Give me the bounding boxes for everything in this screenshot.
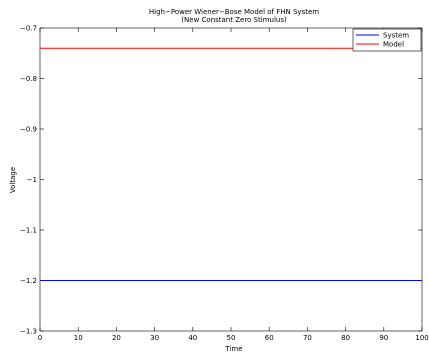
- y-tick-label: −1: [27, 176, 37, 184]
- chart-subtitle: (New Constant Zero Stimulus): [181, 16, 287, 24]
- x-tick-label: 10: [74, 334, 83, 342]
- y-tick-label: −1.2: [20, 277, 37, 285]
- y-tick-label: −0.9: [20, 126, 37, 134]
- y-tick-label: −1.1: [20, 227, 37, 235]
- chart-title: High−Power Wiener−Bose Model of FHN Syst…: [149, 8, 319, 16]
- legend-label-system: System: [383, 32, 409, 40]
- axes-box: [39, 27, 423, 332]
- x-tick-label: 40: [188, 334, 197, 342]
- x-tick-label: 80: [341, 334, 350, 342]
- y-tick-label: −1.3: [20, 328, 37, 336]
- x-tick-label: 70: [303, 334, 312, 342]
- x-tick-label: 90: [379, 334, 388, 342]
- y-axis-title: Voltage: [9, 167, 17, 193]
- x-tick-label: 30: [150, 334, 159, 342]
- y-tick-label: −0.8: [20, 75, 37, 83]
- x-tick-label: 0: [38, 334, 42, 342]
- y-tick-label: −0.7: [20, 25, 37, 33]
- x-tick-label: 20: [112, 334, 121, 342]
- x-axis-title: Time: [224, 345, 242, 353]
- plot-area: 0 10 20 30 40 50 60 70 80 90 100 −1.3 −1.2 −1.1 −1 −0.9…: [20, 25, 429, 343]
- legend-label-model: Model: [383, 41, 404, 49]
- x-tick-label: 50: [227, 334, 236, 342]
- x-tick-label: 100: [415, 334, 428, 342]
- x-tick-label: 60: [265, 334, 274, 342]
